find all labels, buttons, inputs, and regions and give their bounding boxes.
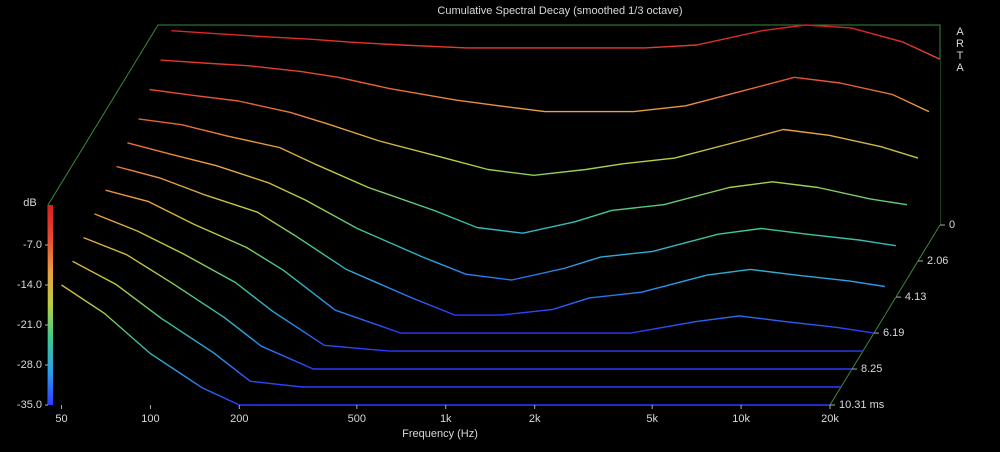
z-tick-label: 6.19 [883, 327, 904, 339]
decay-slice [105, 189, 875, 334]
x-tick-label: 200 [230, 413, 248, 425]
slice-mask [116, 166, 885, 316]
colorbar-tick-label: -21.0 [17, 319, 42, 331]
x-tick-label: 5k [646, 413, 658, 425]
colorbar [48, 205, 53, 405]
x-tick-label: 50 [55, 413, 67, 425]
x-tick-label: 1k [440, 413, 452, 425]
brand-letter: R [956, 38, 964, 50]
decay-slice [72, 260, 841, 388]
decay-slice [83, 236, 852, 370]
z-tick-label: 0 [949, 219, 955, 231]
x-axis-label: Frequency (Hz) [402, 428, 478, 440]
decay-slice [160, 59, 930, 113]
z-tick-label: 10.31 ms [839, 399, 885, 411]
decay-slice [149, 88, 919, 176]
brand-letter: A [956, 62, 964, 74]
frame [47, 24, 941, 406]
x-tick-label: 20k [821, 413, 839, 425]
x-tick-label: 500 [348, 413, 366, 425]
chart-title: Cumulative Spectral Decay (smoothed 1/3 … [437, 5, 682, 17]
decay-slice [171, 24, 941, 60]
slice-mask [61, 285, 830, 405]
decay-slice [94, 213, 863, 352]
brand-letter: A [956, 26, 964, 38]
decay-slice [127, 142, 897, 281]
colorbar-tick-label: -14.0 [17, 279, 42, 291]
z-tick-label: 2.06 [927, 255, 948, 267]
decay-slice [138, 118, 908, 234]
x-tick-label: 2k [529, 413, 541, 425]
brand-letter: T [957, 50, 964, 62]
colorbar-tick-label: -35.0 [17, 399, 42, 411]
colorbar-tick-label: -7.0 [23, 239, 42, 251]
colorbar-tick-label: -28.0 [17, 359, 42, 371]
z-tick-label: 8.25 [861, 363, 882, 375]
z-tick-label: 4.13 [905, 291, 926, 303]
x-tick-label: 100 [141, 413, 159, 425]
x-tick-label: 10k [732, 413, 750, 425]
colorbar-label: dB [23, 197, 36, 209]
decay-slice [116, 165, 886, 316]
slice-mask [105, 190, 874, 334]
